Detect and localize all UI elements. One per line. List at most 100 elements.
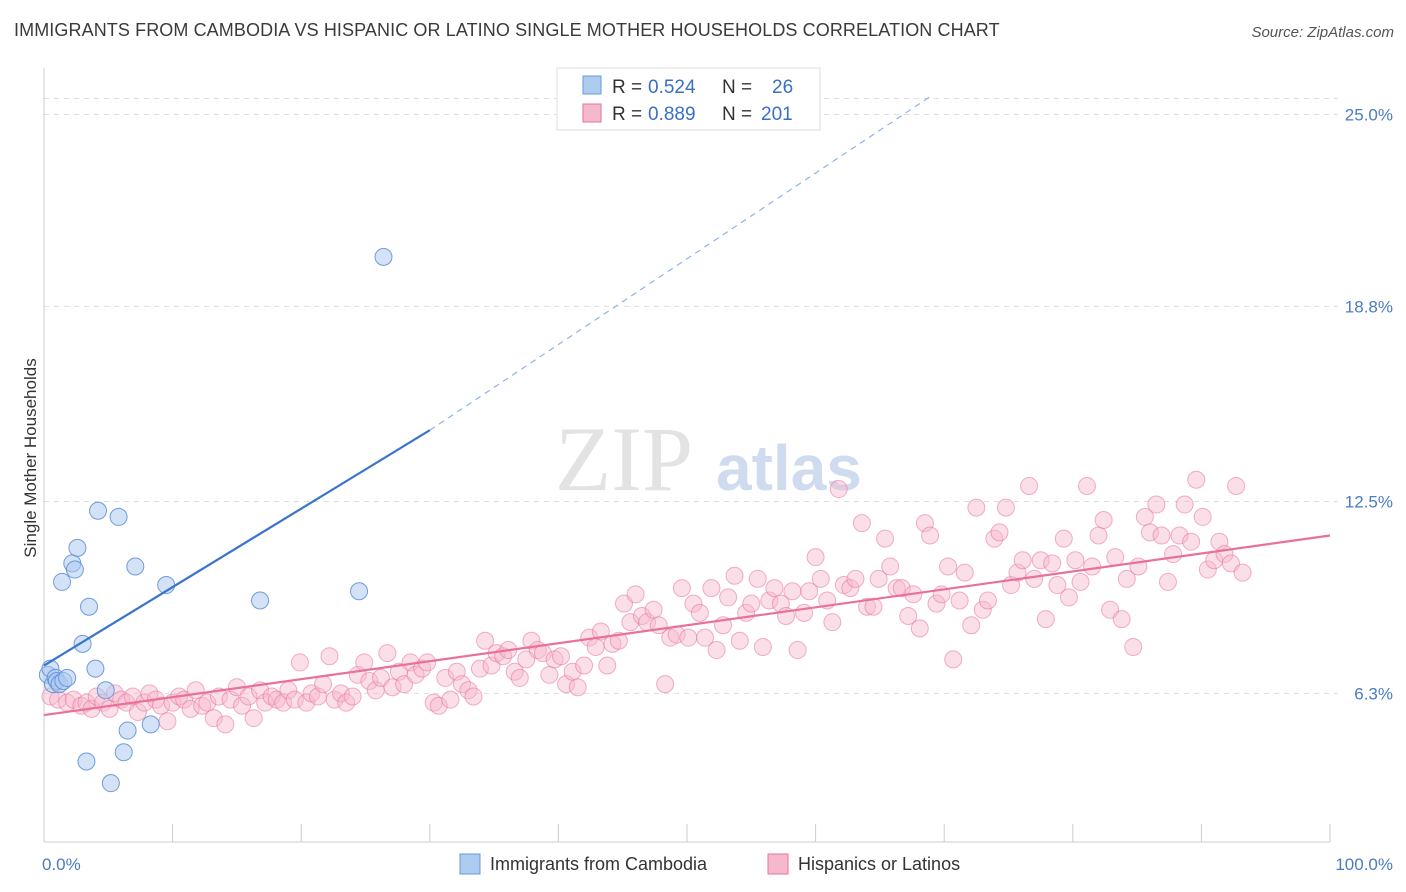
bottom-legend-label-hispanics: Hispanics or Latinos: [798, 854, 960, 874]
hispanics-point-122: [753, 637, 772, 656]
cambodia-point-8: [53, 572, 72, 591]
hispanics-point-151: [921, 526, 940, 545]
x-tick-label-1: 100.0%: [1335, 855, 1393, 874]
hispanics-point-175: [1059, 588, 1078, 607]
hispanics-point-29: [216, 715, 235, 734]
hispanics-point-194: [1170, 526, 1189, 545]
hispanics-point-100: [626, 585, 645, 604]
cambodia-point-26: [77, 752, 96, 771]
y-tick-label-0: 6.3%: [1354, 684, 1393, 703]
cambodia-point-11: [68, 538, 87, 557]
hispanics-point-108: [672, 579, 691, 598]
cambodia-point-20: [126, 557, 145, 576]
hispanics-point-171: [1036, 610, 1055, 629]
legend-n-label-1: N =: [722, 77, 752, 98]
hispanics-point-73: [470, 659, 489, 678]
hispanics-point-116: [719, 588, 738, 607]
cambodia-point-24: [350, 582, 369, 601]
legend-swatch-pink: [582, 103, 602, 123]
hispanics-point-142: [869, 569, 888, 588]
hispanics-point-199: [1198, 560, 1217, 579]
bottom-legend-swatch-blue: [459, 853, 481, 875]
hispanics-point-147: [899, 606, 918, 625]
hispanics-point-161: [978, 591, 997, 610]
hispanics-point-90: [568, 678, 587, 697]
y-tick-label-3: 25.0%: [1345, 105, 1393, 124]
hispanics-point-172: [1043, 554, 1062, 573]
hispanics-point-25: [193, 696, 212, 715]
bottom-legend-swatch-pink: [767, 853, 789, 875]
hispanics-points: [41, 470, 1252, 734]
hispanics-point-197: [1187, 470, 1206, 489]
hispanics-point-183: [1106, 548, 1125, 567]
hispanics-point-111: [690, 603, 709, 622]
legend-r-value-1: 0.524: [648, 77, 696, 98]
hispanics-point-186: [1124, 637, 1143, 656]
hispanics-point-26: [198, 693, 217, 712]
hispanics-point-14: [128, 702, 147, 721]
cambodia-point-15: [89, 501, 108, 520]
hispanics-trend-line: [43, 534, 1331, 717]
hispanics-point-139: [852, 514, 871, 533]
hispanics-point-196: [1182, 532, 1201, 551]
chart-title: IMMIGRANTS FROM CAMBODIA VS HISPANIC OR …: [14, 20, 1000, 40]
hispanics-point-191: [1152, 526, 1171, 545]
hispanics-point-117: [725, 566, 744, 585]
hispanics-point-124: [765, 579, 784, 598]
cambodia-point-18: [114, 743, 133, 762]
watermark-zip: ZIP: [555, 408, 693, 510]
cambodia-point-21: [141, 715, 160, 734]
hispanics-point-67: [436, 668, 455, 687]
hispanics-point-53: [355, 653, 374, 672]
y-tick-label-2: 18.8%: [1345, 297, 1393, 316]
cambodia-trend-line: [43, 429, 431, 667]
hispanics-point-57: [378, 644, 397, 663]
hispanics-point-110: [684, 594, 703, 613]
hispanics-point-174: [1054, 529, 1073, 548]
hispanics-point-49: [332, 684, 351, 703]
hispanics-point-19: [158, 712, 177, 731]
hispanics-point-127: [783, 582, 802, 601]
hispanics-point-130: [800, 582, 819, 601]
top-legend: R = 0.524 N = 26 R = 0.889 N = 201: [556, 67, 821, 131]
hispanics-point-43: [297, 693, 316, 712]
hispanics-point-27: [204, 709, 223, 728]
hispanics-point-158: [962, 616, 981, 635]
hispanics-point-157: [955, 563, 974, 582]
cambodia-point-25: [374, 247, 393, 266]
hispanics-point-176: [1066, 551, 1085, 570]
hispanics-point-159: [967, 498, 986, 517]
cambodia-point-10: [65, 560, 84, 579]
hispanics-point-138: [846, 569, 865, 588]
hispanics-point-193: [1164, 545, 1183, 564]
y-tick-label-1: 12.5%: [1345, 492, 1393, 511]
hispanics-point-184: [1112, 610, 1131, 629]
hispanics-point-105: [656, 675, 675, 694]
hispanics-point-23: [181, 699, 200, 718]
hispanics-point-114: [707, 641, 726, 660]
y-axis-label: Single Mother Households: [21, 358, 40, 557]
hispanics-point-198: [1193, 507, 1212, 526]
hispanics-point-163: [990, 523, 1009, 542]
hispanics-point-173: [1048, 576, 1067, 595]
hispanics-point-154: [939, 557, 958, 576]
hispanics-point-134: [823, 613, 842, 632]
hispanics-point-140: [858, 597, 877, 616]
hispanics-point-37: [262, 687, 281, 706]
hispanics-point-42: [290, 653, 309, 672]
hispanics-point-168: [1020, 476, 1039, 495]
hispanics-point-180: [1089, 526, 1108, 545]
hispanics-point-128: [788, 641, 807, 660]
hispanics-point-112: [696, 628, 715, 647]
hispanics-point-95: [598, 656, 617, 675]
hispanics-point-113: [702, 579, 721, 598]
hispanics-point-131: [806, 548, 825, 567]
hispanics-point-93: [586, 637, 605, 656]
hispanics-point-185: [1117, 569, 1136, 588]
hispanics-point-146: [892, 579, 911, 598]
legend-n-value-2: 201: [761, 104, 793, 125]
hispanics-point-85: [540, 665, 559, 684]
hispanics-point-195: [1175, 495, 1194, 514]
hispanics-point-121: [748, 569, 767, 588]
